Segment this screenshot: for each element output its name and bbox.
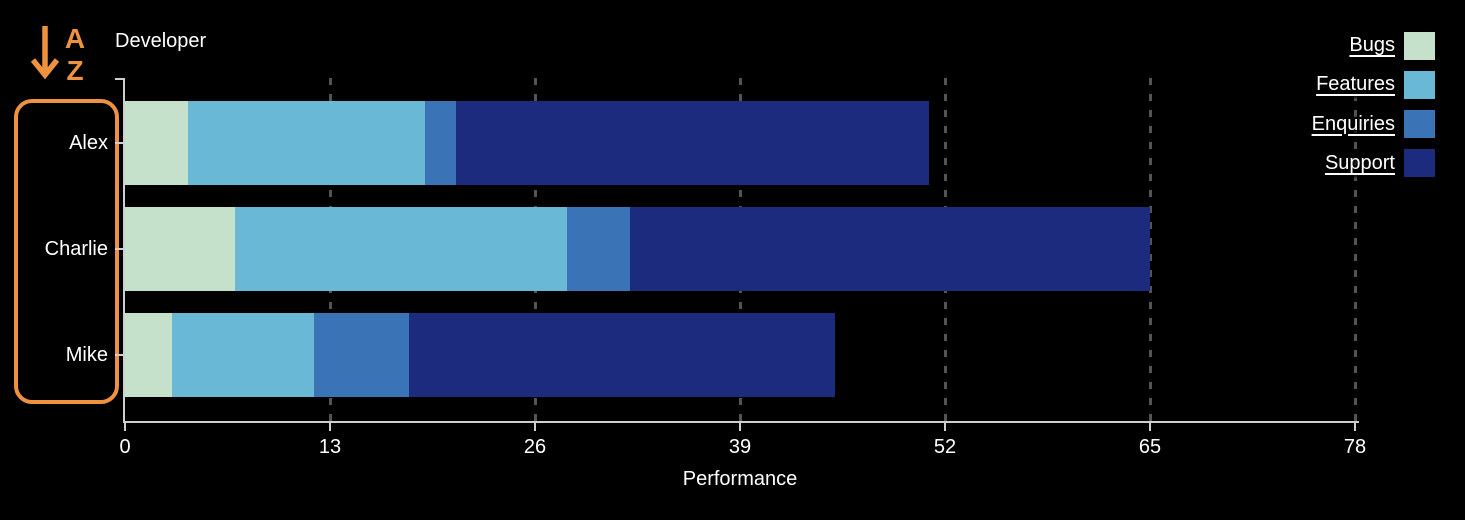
sort-letter-a: A xyxy=(65,23,85,54)
legend-label-features[interactable]: Features xyxy=(1316,73,1395,96)
y-axis-end-tick xyxy=(115,78,124,80)
x-tick-label-65: 65 xyxy=(1138,436,1162,458)
sort-letter-z: Z xyxy=(66,55,83,86)
y-tick-mike xyxy=(115,354,124,356)
bar-alex-enquiries[interactable] xyxy=(424,101,457,185)
y-axis-label-alex[interactable]: Alex xyxy=(69,132,108,154)
sort-az-icon: A Z xyxy=(30,23,85,86)
legend-swatch-enquiries xyxy=(1404,110,1435,139)
y-axis-label-mike[interactable]: Mike xyxy=(65,344,108,366)
sort-control[interactable]: A Z xyxy=(26,22,92,86)
x-tick-label-52: 52 xyxy=(933,436,957,458)
x-axis-title[interactable]: Performance xyxy=(682,468,798,490)
y-tick-charlie xyxy=(115,248,124,250)
x-tick-52 xyxy=(944,422,946,431)
legend-item-support[interactable]: Support xyxy=(1325,149,1435,178)
bar-charlie-support[interactable] xyxy=(629,207,1150,291)
x-tick-label-13: 13 xyxy=(318,436,342,458)
bar-charlie-bugs[interactable] xyxy=(125,207,236,291)
x-tick-label-78: 78 xyxy=(1343,436,1367,458)
bar-alex-features[interactable] xyxy=(188,101,425,185)
legend-item-bugs[interactable]: Bugs xyxy=(1349,31,1435,60)
legend-item-enquiries[interactable]: Enquiries xyxy=(1312,110,1435,139)
legend-label-bugs[interactable]: Bugs xyxy=(1349,34,1395,56)
y-axis-title[interactable]: Developer xyxy=(115,30,207,52)
bar-charlie-enquiries[interactable] xyxy=(566,207,630,291)
x-tick-0 xyxy=(124,422,126,431)
gridline-65 xyxy=(1148,78,1152,422)
bar-mike-support[interactable] xyxy=(408,313,835,397)
bar-mike-features[interactable] xyxy=(172,313,315,397)
x-tick-label-0: 0 xyxy=(119,436,131,458)
x-tick-label-39: 39 xyxy=(728,436,752,458)
bar-alex-bugs[interactable] xyxy=(125,101,189,185)
x-axis-line xyxy=(123,421,1359,423)
x-tick-78 xyxy=(1354,422,1356,431)
bar-alex-support[interactable] xyxy=(456,101,930,185)
y-axis-label-charlie[interactable]: Charlie xyxy=(44,238,108,260)
x-tick-label-26: 26 xyxy=(523,436,547,458)
legend-swatch-bugs xyxy=(1404,31,1435,60)
bar-mike-bugs[interactable] xyxy=(125,313,173,397)
legend-swatch-features xyxy=(1404,70,1435,99)
x-tick-65 xyxy=(1149,422,1151,431)
bar-charlie-features[interactable] xyxy=(235,207,567,291)
x-tick-13 xyxy=(329,422,331,431)
legend-swatch-support xyxy=(1404,149,1435,178)
x-tick-26 xyxy=(534,422,536,431)
legend-label-support[interactable]: Support xyxy=(1324,151,1395,174)
bar-mike-enquiries[interactable] xyxy=(314,313,409,397)
x-tick-39 xyxy=(739,422,741,431)
gridline-78 xyxy=(1353,78,1357,422)
row-labels-highlight-box xyxy=(14,99,119,404)
legend-label-enquiries[interactable]: Enquiries xyxy=(1311,112,1395,135)
y-tick-alex xyxy=(115,142,124,144)
legend-item-features[interactable]: Features xyxy=(1316,70,1435,99)
y-axis-line xyxy=(123,78,125,423)
